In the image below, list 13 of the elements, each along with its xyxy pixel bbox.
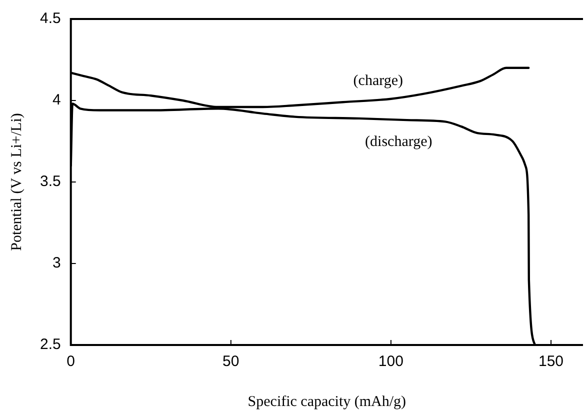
- x-axis-title: Specific capacity (mAh/g): [248, 394, 406, 410]
- x-tick-label: 50: [222, 353, 240, 370]
- series-label: (discharge): [365, 134, 432, 150]
- x-tick-label: 100: [378, 353, 404, 370]
- y-tick-label: 4.5: [40, 10, 61, 28]
- x-tick-label: 150: [538, 353, 564, 370]
- x-tick-label: 0: [66, 353, 76, 370]
- y-tick-label: 4: [52, 92, 61, 109]
- y-tick-label: 2.5: [40, 336, 61, 354]
- y-tick-label: 3.5: [40, 173, 61, 190]
- series-label: (charge): [353, 72, 403, 89]
- y-axis-title: Potential (V vs Li+/Li): [8, 113, 25, 251]
- y-tick-label: 3: [52, 254, 61, 272]
